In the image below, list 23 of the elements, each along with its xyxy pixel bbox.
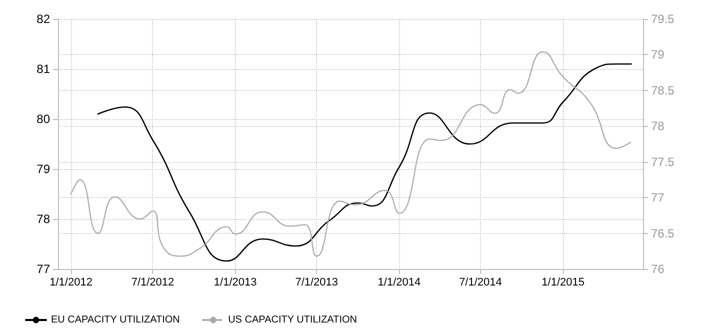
y2-tick-label: 77 bbox=[651, 190, 665, 205]
y2-tick-label: 78.5 bbox=[651, 83, 675, 98]
y-tick-label: 80 bbox=[36, 112, 50, 126]
y2-tick-label: 79.5 bbox=[651, 12, 675, 26]
x-tick-label: 1/1/2012 bbox=[50, 276, 92, 288]
x-tick-label: 1/1/2015 bbox=[542, 276, 584, 288]
x-tick-label: 1/1/2014 bbox=[378, 276, 421, 288]
y2-tick-label: 79 bbox=[651, 48, 665, 62]
y-tick-label: 77 bbox=[36, 262, 50, 276]
y-tick-label: 81 bbox=[36, 62, 50, 76]
legend-label: US CAPACITY UTILIZATION bbox=[228, 314, 357, 326]
x-tick-label: 7/1/2014 bbox=[459, 276, 502, 288]
x-tick-label: 1/1/2013 bbox=[214, 276, 257, 288]
y2-tick-label: 76 bbox=[651, 262, 665, 276]
y2-tick-label: 77.5 bbox=[651, 154, 675, 169]
x-tick-label: 7/1/2013 bbox=[295, 276, 338, 288]
y2-tick-label: 76.5 bbox=[651, 226, 675, 240]
y2-tick-label: 78 bbox=[651, 119, 665, 134]
x-tick-label: 7/1/2012 bbox=[131, 276, 174, 288]
y-tick-label: 78 bbox=[36, 212, 50, 226]
legend-label: EU CAPACITY UTILIZATION bbox=[51, 314, 180, 326]
y-tick-label: 82 bbox=[36, 12, 50, 26]
y-tick-label: 79 bbox=[36, 162, 50, 176]
